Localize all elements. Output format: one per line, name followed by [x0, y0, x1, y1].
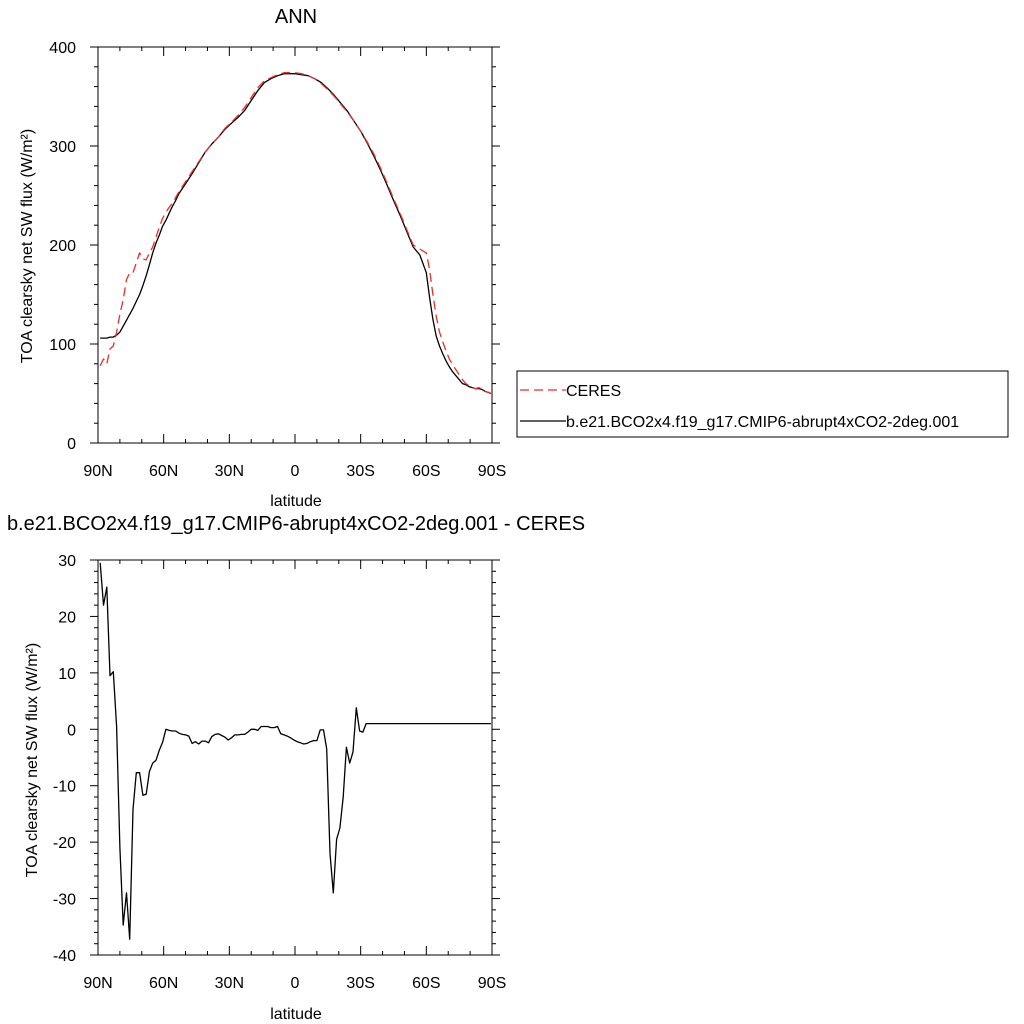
- bottom-series-line-0: [99, 562, 491, 940]
- bottom-x-tick-label: 60S: [412, 975, 440, 992]
- top-y-tick-label: 400: [49, 40, 76, 57]
- top-plot-area: 90N 60N 30N 0 30S 60S 90S 0 100 200 300 400: [49, 40, 506, 480]
- bottom-y-tick-label: -30: [53, 892, 76, 909]
- top-plot-frame: [97, 46, 493, 444]
- legend-label-ceres: CERES: [566, 383, 621, 400]
- bottom-x-tick-label: 60N: [149, 975, 178, 992]
- bottom-x-tick-label: 90S: [478, 975, 506, 992]
- top-panel: ANN 90N 60N 30N 0 30S 60S 90S 0 100 200 300 400 lat…: [19, 6, 1009, 510]
- top-y-tick-label: 300: [49, 139, 76, 156]
- bottom-y-tick-label: 0: [67, 722, 76, 739]
- bottom-x-tick-label: 30S: [346, 975, 374, 992]
- bottom-x-tick-label: 30N: [215, 975, 244, 992]
- bottom-x-tick-label: 90N: [83, 975, 112, 992]
- top-x-tick-label: 30N: [215, 463, 244, 480]
- bottom-y-tick-label: -10: [53, 779, 76, 796]
- top-x-tick-label: 60N: [149, 463, 178, 480]
- bottom-chart-title: b.e21.BCO2x4.f19_g17.CMIP6-abrupt4xCO2-2…: [7, 513, 585, 535]
- legend-box: [516, 370, 1009, 438]
- top-y-tick-label: 0: [67, 436, 76, 453]
- top-series-line-1: [100, 73, 492, 395]
- bottom-panel: b.e21.BCO2x4.f19_g17.CMIP6-abrupt4xCO2-2…: [7, 513, 585, 1023]
- bottom-y-tick-label: 30: [58, 553, 76, 570]
- top-x-axis-label: latitude: [270, 493, 322, 510]
- top-x-tick-label: 0: [291, 463, 300, 480]
- top-x-tick-label: 90N: [83, 463, 112, 480]
- bottom-plot-area: 90N 60N 30N 0 30S 60S 90S -40 -30 -20 -10 0 10 20 30: [53, 553, 506, 992]
- top-x-tick-label: 30S: [346, 463, 374, 480]
- top-y-tick-label: 100: [49, 337, 76, 354]
- legend-label-model: b.e21.BCO2x4.f19_g17.CMIP6-abrupt4xCO2-2…: [566, 414, 959, 431]
- top-y-tick-label: 200: [49, 238, 76, 255]
- top-chart-title: ANN: [275, 6, 317, 28]
- legend: CERES b.e21.BCO2x4.f19_g17.CMIP6-abrupt4…: [516, 370, 1009, 438]
- bottom-x-axis-label: latitude: [270, 1006, 322, 1023]
- top-x-tick-label: 90S: [478, 463, 506, 480]
- top-x-tick-label: 60S: [412, 463, 440, 480]
- bottom-y-tick-label: 10: [58, 666, 76, 683]
- top-series-line-0: [99, 72, 492, 395]
- bottom-y-tick-label: 20: [58, 609, 76, 626]
- bottom-y-tick-label: -40: [53, 948, 76, 965]
- bottom-x-tick-label: 0: [291, 975, 300, 992]
- bottom-y-tick-label: -20: [53, 835, 76, 852]
- bottom-y-axis-label: TOA clearsky net SW flux (W/m²): [24, 643, 41, 877]
- top-y-axis-label: TOA clearsky net SW flux (W/m²): [19, 129, 36, 363]
